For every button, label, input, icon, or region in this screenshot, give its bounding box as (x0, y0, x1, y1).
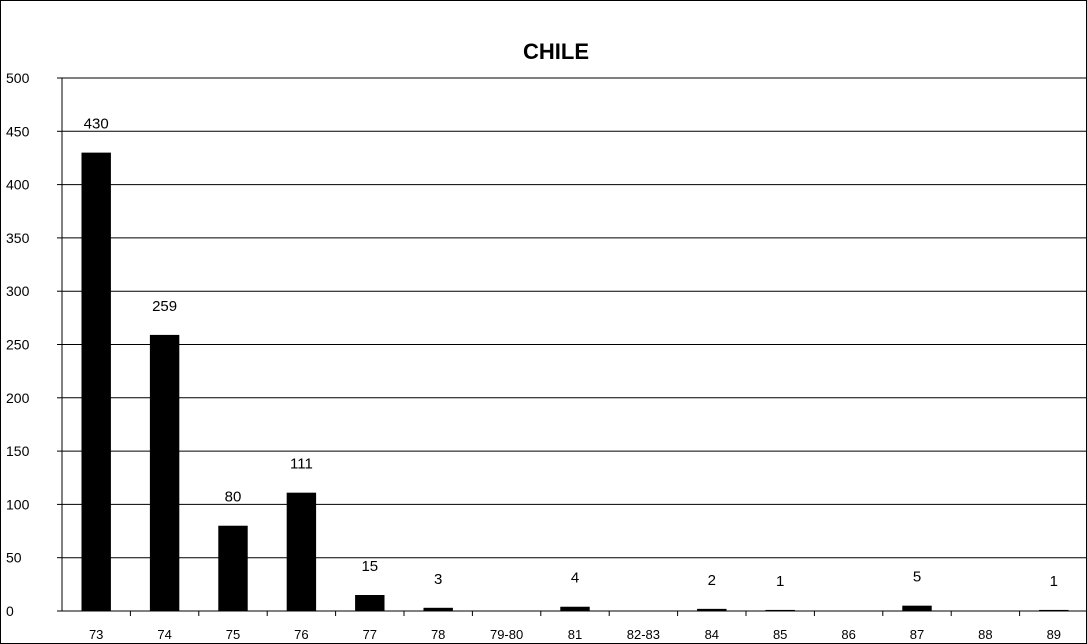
data-label-84: 2 (708, 572, 716, 589)
data-label-76: 111 (290, 456, 313, 473)
data-label-78: 3 (434, 571, 442, 588)
data-label-85: 1 (776, 573, 784, 590)
y-tick-label: 300 (6, 283, 30, 299)
bar-84 (697, 608, 727, 611)
bar-85 (765, 609, 795, 611)
x-tick-label-88: 88 (978, 627, 992, 642)
bar-89 (1039, 609, 1069, 611)
data-label-89: 1 (1050, 573, 1058, 590)
x-tick-label-77: 77 (363, 627, 377, 642)
x-tick-label-76: 76 (294, 627, 308, 642)
data-label-81: 4 (571, 570, 579, 587)
data-label-73: 430 (84, 116, 109, 133)
bar-81 (560, 606, 590, 611)
x-tick-label-74: 74 (157, 627, 171, 642)
y-tick-label: 250 (6, 337, 30, 353)
bar-74 (149, 334, 180, 611)
y-tick-label: 0 (6, 603, 14, 619)
x-tick-label-84: 84 (705, 627, 719, 642)
y-axis-ticks: 0 50 100 150 200 250 300 350 400 450 500 (6, 70, 62, 619)
bar-78 (423, 607, 453, 611)
y-tick-label: 500 (6, 70, 30, 86)
bars (81, 152, 1069, 611)
bar-76 (286, 492, 317, 611)
y-tick-label: 100 (6, 496, 30, 512)
x-tick-label-87: 87 (910, 627, 924, 642)
x-tick-label-78: 78 (431, 627, 445, 642)
bar-77 (355, 595, 385, 611)
axes (61, 78, 1086, 612)
bar-73 (81, 152, 111, 611)
y-tick-label: 350 (6, 230, 30, 246)
x-tick-label-73: 73 (89, 627, 103, 642)
gridlines (62, 77, 1086, 559)
bar-87 (902, 605, 932, 611)
x-tick-label-79-80: 79-80 (490, 627, 523, 642)
x-tick-label-89: 89 (1047, 627, 1061, 642)
x-tick-label-82-83: 82-83 (627, 627, 660, 642)
data-label-87: 5 (913, 569, 921, 586)
data-label-77: 15 (361, 558, 378, 575)
chart-title: CHILE (523, 39, 589, 64)
data-label-74: 259 (152, 298, 177, 315)
x-tick-label-81: 81 (568, 627, 582, 642)
x-tick-label-75: 75 (226, 627, 240, 642)
y-tick-label: 50 (6, 550, 22, 566)
x-tick-label-86: 86 (841, 627, 855, 642)
y-tick-label: 450 (6, 123, 30, 139)
bar-75 (218, 525, 248, 611)
y-tick-label: 150 (6, 443, 30, 459)
x-tick-label-85: 85 (773, 627, 787, 642)
y-tick-label: 200 (6, 390, 30, 406)
y-tick-label: 400 (6, 177, 30, 193)
data-label-75: 80 (225, 489, 242, 506)
x-axis-ticks: 73 74 75 76 77 78 79-80 81 82-83 84 85 86 87 88 89 (89, 611, 1061, 642)
